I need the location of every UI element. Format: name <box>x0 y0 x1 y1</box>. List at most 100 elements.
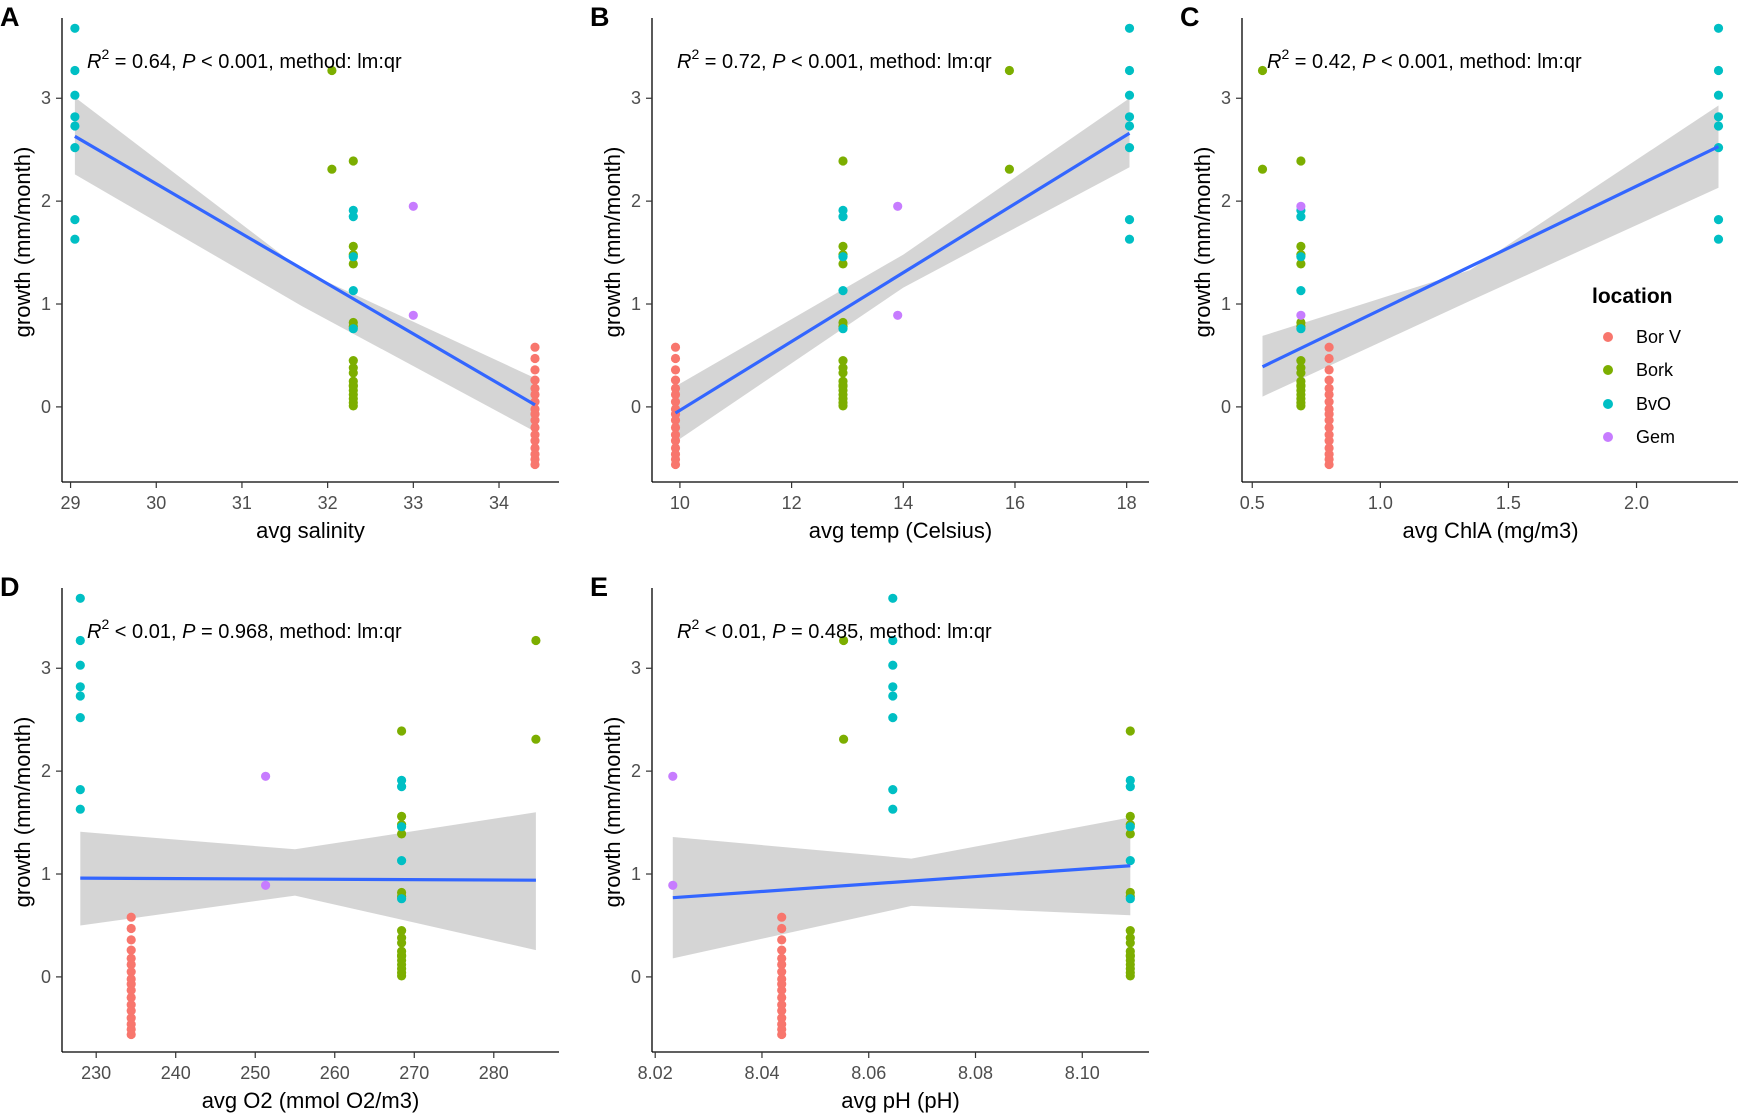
panel-a: A 0 1 2 3 29 30 31 32 33 34 avg salinity growth (mm/… <box>0 2 559 543</box>
panel-e-confidence-band <box>672 817 1131 959</box>
panel-d-point-bvo <box>397 822 407 832</box>
panel-b-x-tick-label: 16 <box>1005 493 1025 513</box>
panel-b-letter: B <box>590 2 610 32</box>
panel-d-point-bor-v <box>126 912 136 922</box>
panel-a-point-bvo <box>70 121 80 131</box>
panel-a-point-bork <box>327 164 337 174</box>
panel-a-point-bor-v <box>530 422 540 433</box>
panel-e-point-bor-v <box>777 992 787 1003</box>
legend-swatch-bvo <box>1603 399 1613 409</box>
panel-a-point-gem <box>408 201 418 211</box>
panel-a-point-bor-v <box>530 459 540 470</box>
panel-c-point-bvo <box>1713 112 1724 122</box>
panel-a-point-bvo <box>70 143 80 153</box>
panel-e-point-bvo <box>888 804 898 814</box>
panel-a-point-bvo <box>348 252 358 262</box>
panel-a-point-bvo <box>348 212 358 222</box>
panel-b-point-bvo <box>1124 112 1135 122</box>
panel-a-point-bvo <box>70 23 80 33</box>
panel-a-point-bor-v <box>530 415 540 425</box>
panel-a-x-tick-label: 34 <box>489 493 509 513</box>
panel-a-letter: A <box>0 2 20 32</box>
panel-b-x-tick-label: 18 <box>1117 493 1137 513</box>
panel-d-stats-annotation: R2 < 0.01, P = 0.968, method: lm:qr <box>87 616 402 643</box>
panel-c-point-bor-v <box>1324 436 1334 446</box>
panel-e-point-bvo <box>888 660 898 670</box>
panel-c-point-bork <box>1296 241 1306 251</box>
panel-d-x-tick-label: 260 <box>320 1063 350 1083</box>
panel-b-y-axis-title: growth (mm/month) <box>600 147 625 338</box>
panel-d-point-bork <box>397 938 407 948</box>
panel-c-point-bor-v <box>1324 342 1334 352</box>
panel-c-point-bvo <box>1296 212 1306 222</box>
panel-e-y-tick-label: 0 <box>631 967 641 987</box>
panel-e-point-bvo <box>888 691 898 701</box>
panel-d-letter: D <box>0 572 20 602</box>
panel-c-point-bork <box>1296 368 1306 378</box>
panel-c-y-tick-label: 2 <box>1221 191 1231 211</box>
panel-d-point-bork <box>397 971 407 981</box>
panel-b-point-bor-v <box>670 375 681 385</box>
panel-c-point-gem <box>1296 201 1306 211</box>
panel-c-stats-annotation: R2 = 0.42, P < 0.001, method: lm:qr <box>1267 46 1582 73</box>
panel-c-point-bork <box>1296 401 1306 411</box>
panel-c-point-bor-v <box>1324 459 1334 470</box>
panel-a-y-tick-label: 3 <box>41 88 51 108</box>
panel-e-point-bvo <box>888 635 898 646</box>
panel-e-point-bor-v <box>777 912 787 922</box>
panel-a-point-bvo <box>70 65 80 76</box>
panel-e-point-bvo <box>1125 822 1135 832</box>
panel-e: E 0 1 2 3 8.02 8.04 8.06 8.08 8.10 avg pH (pH) grow… <box>590 572 1149 1113</box>
panel-c-point-bvo <box>1713 65 1724 76</box>
panel-b-x-axis-title: avg temp (Celsius) <box>809 518 992 543</box>
panel-d-point-gem <box>261 771 271 781</box>
legend-title: location <box>1592 285 1673 308</box>
panel-d-y-tick-label: 1 <box>41 864 51 884</box>
panel-d-point-bork <box>397 926 407 936</box>
panel-d-point-bork <box>531 734 541 744</box>
panel-a-point-bvo <box>348 324 358 334</box>
panel-a-fit-line <box>74 134 536 407</box>
panel-e-point-bvo <box>1125 856 1135 866</box>
panel-b-point-bor-v <box>670 342 681 352</box>
panel-a-x-tick-label: 29 <box>61 493 81 513</box>
panel-b-y-tick-label: 1 <box>631 294 641 314</box>
panel-a-x-tick-label: 31 <box>232 493 252 513</box>
panel-b-point-bork <box>1004 65 1015 76</box>
panel-d-point-bvo <box>75 785 85 795</box>
panel-e-point-bor-v <box>777 1029 787 1040</box>
panel-c-x-tick-label: 2.0 <box>1624 493 1649 513</box>
panel-d-point-bor-v <box>126 1029 136 1040</box>
legend-swatch-bork <box>1603 365 1613 375</box>
panel-b-y-tick-label: 0 <box>631 397 641 417</box>
panel-c-point-bork <box>1296 356 1306 366</box>
panel-b-point-bor-v <box>670 415 681 425</box>
panel-a-point-bork <box>348 368 358 378</box>
panel-a-point-bvo <box>70 234 80 244</box>
panel-b-point-bvo <box>838 212 848 222</box>
panel-d-confidence-band <box>80 812 536 951</box>
panel-d-point-bor-v <box>126 923 136 934</box>
panel-c-confidence-band <box>1262 105 1719 397</box>
panel-c-point-bork <box>1296 156 1306 166</box>
panel-e-point-bor-v <box>777 1006 787 1016</box>
panel-e-point-bvo <box>1125 782 1135 792</box>
panel-b-point-bork <box>1004 164 1015 174</box>
panel-c-x-tick-label: 0.5 <box>1240 493 1265 513</box>
panel-e-point-bork <box>1125 811 1135 822</box>
legend-swatch-bor-v <box>1603 332 1613 342</box>
panel-b-point-bor-v <box>670 389 681 400</box>
panel-b-point-bork <box>838 241 848 251</box>
panel-e-x-tick-label: 8.08 <box>958 1063 993 1083</box>
panel-d-x-tick-label: 250 <box>240 1063 270 1083</box>
panel-d-point-bvo <box>75 593 85 603</box>
panel-a-point-bvo <box>70 90 80 100</box>
panel-e-point-bvo <box>888 785 898 795</box>
panel-c-point-bvo <box>1713 215 1724 225</box>
panel-c-point-gem <box>1296 310 1306 320</box>
panel-e-point-bvo <box>1125 894 1135 904</box>
panel-a-stats-annotation: R2 = 0.64, P < 0.001, method: lm:qr <box>87 46 402 73</box>
panel-c-point-bor-v <box>1324 415 1334 425</box>
panel-d-x-tick-label: 280 <box>479 1063 509 1083</box>
